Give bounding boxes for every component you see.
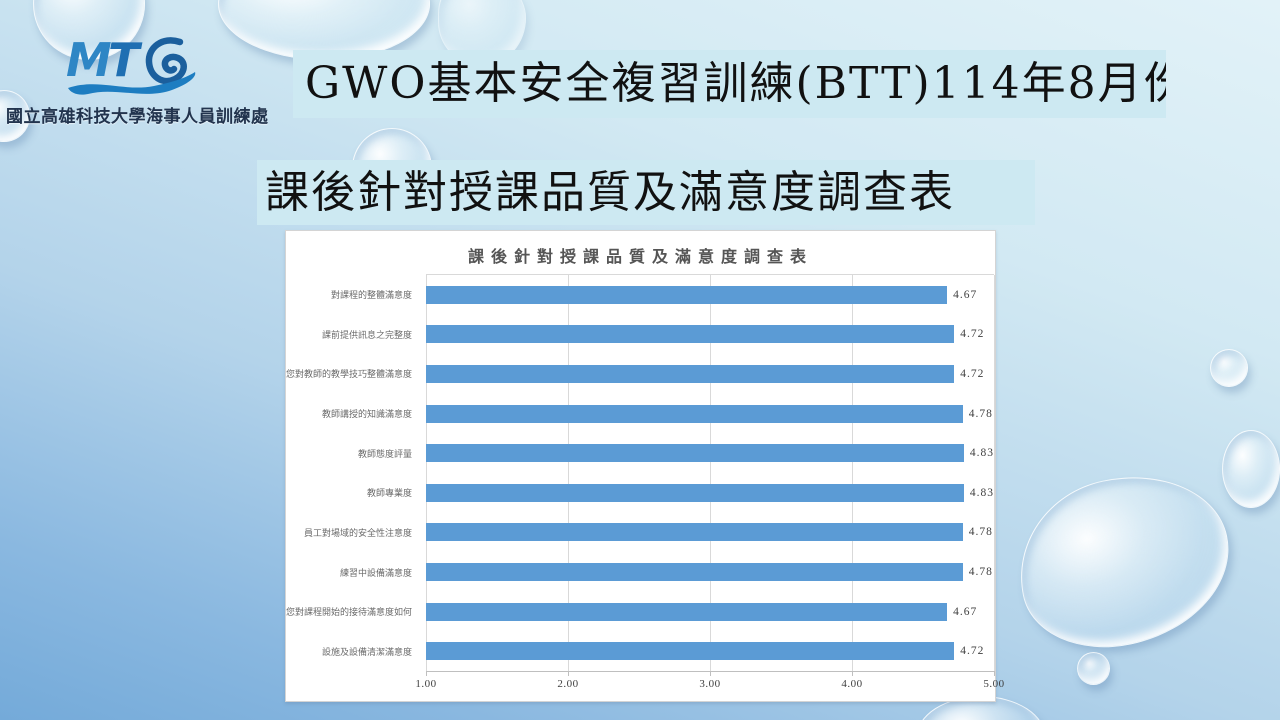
chart-bar-row: 4.83 [426,433,994,473]
x-tick-mark [425,671,427,676]
chart-bar [426,562,963,581]
logo-wave-swoosh [68,72,196,95]
bar-value-label: 4.67 [953,288,978,301]
chart-bar [426,602,948,621]
mtc-logo: M T 國立高雄科技大學海事人員訓練處 [6,36,269,127]
chart-bar [426,285,948,304]
x-tick-label: 4.00 [841,678,863,690]
x-tick-mark [851,671,853,676]
chart-bar [426,364,955,383]
chart-bar-row: 4.72 [426,354,994,394]
bar-value-label: 4.67 [953,605,978,618]
bar-value-label: 4.83 [969,447,994,460]
chart-bar-row: 4.78 [426,394,994,434]
x-tick-mark [709,671,711,676]
category-label: 練習中設備滿意度 [339,568,412,579]
x-tick-label: 1.00 [415,678,437,690]
slide-title-banner: GWO基本安全複習訓練(BTT)114年8月份 [293,50,1166,118]
chart-category-labels: 對課程的整體滿意度課前提供訊息之完整度您對教師的教學技巧整體滿意度教師講授的知識… [286,274,419,671]
chart-bar [426,444,964,463]
gridline [425,275,427,671]
category-label: 教師態度評量 [357,449,412,460]
category-label: 您對課程開始的接待滿意度如何 [286,608,413,619]
chart-bar-row: 4.72 [426,315,994,355]
org-name: 國立高雄科技大學海事人員訓練處 [6,107,269,127]
chart-bar-row: 4.72 [426,631,994,671]
bar-value-label: 4.72 [960,645,985,658]
bar-value-label: 4.78 [968,565,993,578]
bar-value-label: 4.72 [960,328,985,341]
chart-plot-area: 4.67 4.72 4.72 4.78 4.83 4.83 4.78 4.78 4.67 4.72 [425,274,995,676]
chart-bar-row: 4.78 [426,513,994,553]
slide-title-text: GWO基本安全複習訓練(BTT)114年8月份 [305,58,1166,109]
bar-value-label: 4.78 [968,407,993,420]
logo-letter-t: T [108,36,143,87]
gridline [993,275,995,671]
chart-bar [426,325,955,344]
bar-value-label: 4.83 [969,486,994,499]
chart-bar-row: 4.67 [426,592,994,632]
gridline [709,275,711,671]
chart-title: 課後針對授課品質及滿意度調查表 [467,247,813,266]
x-tick-label: 2.00 [557,678,579,690]
chart-bar [426,483,964,502]
slide-subtitle-text: 課後針對授課品質及滿意度調查表 [265,167,955,218]
x-tick-mark [567,671,569,676]
chart-bar [426,642,955,661]
bar-value-label: 4.72 [960,367,985,380]
chart-bar-row: 4.83 [426,473,994,513]
water-droplet [1077,652,1110,685]
water-droplet [1003,457,1245,665]
x-tick-label: 5.00 [983,678,1005,690]
chart-panel: 課後針對授課品質及滿意度調查表 對課程的整體滿意度課前提供訊息之完整度您對教師的… [285,230,1004,702]
water-droplet [1222,430,1280,508]
slide-subtitle-banner: 課後針對授課品質及滿意度調查表 [257,160,1035,225]
logo-letter-m: M [66,36,112,87]
gridline [567,275,569,671]
water-droplet [1210,349,1248,387]
category-label: 您對教師的教學技巧整體滿意度 [286,370,413,381]
category-label: 員工對場域的安全性注意度 [303,529,412,540]
chart-bar-row: 4.67 [426,275,994,315]
x-axis-labels: 1.00 2.00 3.00 4.00 5.00 [415,678,1004,694]
category-label: 設施及設備清潔滿意度 [321,648,412,659]
bar-value-label: 4.78 [968,526,993,539]
logo-swirl-o [145,37,187,85]
chart-bar [426,523,963,542]
chart-bar-row: 4.78 [426,552,994,592]
x-tick-label: 3.00 [699,678,721,690]
x-tick-mark [993,671,995,676]
mtc-logo-mark: M T [66,36,196,95]
category-label: 對課程的整體滿意度 [330,290,412,301]
gridline [851,275,853,671]
category-label: 課前提供訊息之完整度 [321,330,412,341]
category-label: 教師講授的知識滿意度 [321,409,412,420]
category-label: 教師專業度 [366,489,412,500]
chart-bar [426,404,963,423]
